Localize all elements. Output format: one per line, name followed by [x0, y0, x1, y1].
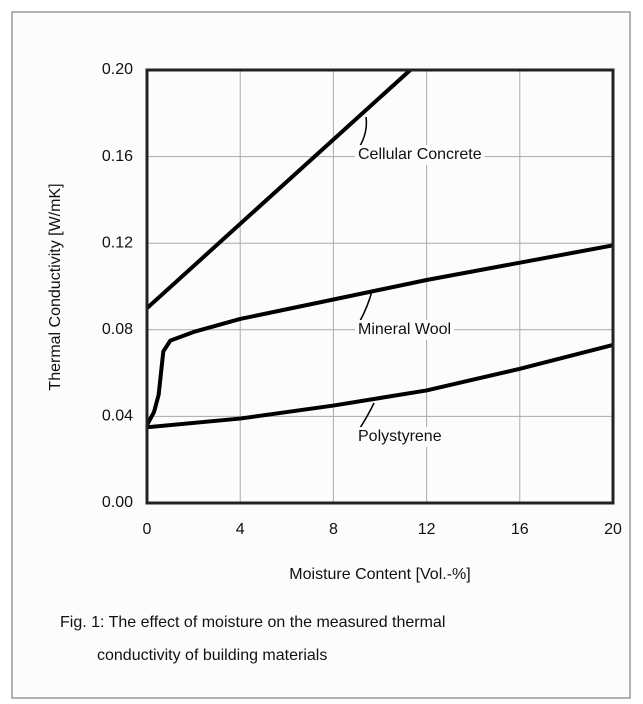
- x-tick-label: 20: [604, 521, 622, 538]
- caption: Fig. 1: The effect of moisture on the me…: [60, 614, 445, 631]
- x-tick-label: 12: [418, 521, 436, 538]
- x-axis-label: Moisture Content [Vol.-%]: [289, 566, 470, 583]
- y-tick-label: 0.08: [102, 321, 133, 338]
- label-background: [355, 427, 445, 447]
- x-tick-label: 0: [143, 521, 152, 538]
- series-line: [147, 342, 613, 430]
- leader-line: [359, 402, 375, 429]
- series-label: Mineral Wool: [358, 321, 451, 338]
- y-tick-label: 0.04: [102, 408, 133, 425]
- caption: conductivity of building materials: [97, 647, 327, 664]
- series-label: Cellular Concrete: [358, 146, 482, 163]
- y-tick-label: 0.00: [102, 494, 133, 511]
- y-axis-label: Thermal Conductivity [W/mK]: [47, 183, 64, 390]
- x-tick-label: 4: [236, 521, 245, 538]
- label-background: [355, 320, 455, 340]
- y-tick-label: 0.12: [102, 234, 133, 251]
- series-line: [147, 243, 613, 428]
- x-tick-label: 16: [511, 521, 529, 538]
- label-background: [355, 145, 485, 165]
- x-tick-label: 8: [329, 521, 338, 538]
- series-label: Polystyrene: [358, 428, 442, 445]
- series-line: [147, 70, 413, 311]
- y-tick-label: 0.16: [102, 148, 133, 165]
- y-tick-label: 0.20: [102, 61, 133, 78]
- plot-frame: [145, 68, 615, 505]
- frame: [11, 11, 631, 699]
- leader-line: [359, 116, 368, 147]
